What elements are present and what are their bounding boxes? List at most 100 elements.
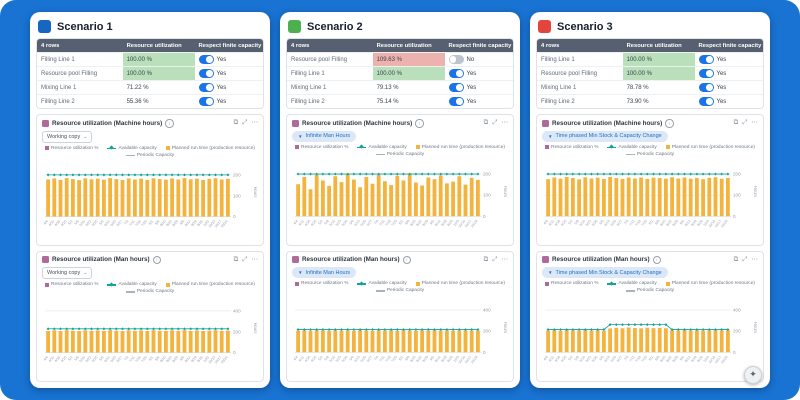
available-capacity-swatch [107, 284, 117, 286]
scenario-filter[interactable]: ▼ Working copy ⌄ [42, 267, 93, 279]
finite-capacity-toggle[interactable] [198, 55, 214, 64]
svg-text:100: 100 [483, 192, 491, 197]
help-widget-button[interactable]: ✦ [744, 366, 762, 384]
table-row[interactable]: Mixing Line 1 71.22 % Yes [37, 80, 263, 94]
svg-text:5/9: 5/9 [324, 219, 330, 225]
finite-capacity-toggle[interactable] [698, 69, 714, 78]
resource-name: Filling Line 1 [291, 70, 325, 77]
table-row[interactable]: Mixing Line 1 79.13 % Yes [287, 80, 513, 94]
table-row[interactable]: Filling Line 1 100.00 % Yes [537, 52, 763, 66]
more-icon[interactable]: ⋯ [751, 119, 759, 126]
expand-icon[interactable]: ⤢ [242, 255, 248, 263]
svg-text:400: 400 [733, 308, 741, 313]
expand-icon[interactable]: ⤢ [492, 119, 498, 126]
svg-text:8/15: 8/15 [159, 219, 167, 227]
svg-text:7/25: 7/25 [141, 355, 149, 363]
table-row[interactable]: Resource pool Filling 100.00 % Yes [537, 66, 763, 80]
svg-text:9/19: 9/19 [440, 355, 448, 363]
table-row[interactable]: Filling Line 1 100.00 % Yes [37, 52, 263, 66]
info-icon[interactable]: i [152, 255, 162, 264]
svg-text:8/1: 8/1 [398, 355, 404, 361]
legend-periodic: Periodic Capacity [636, 288, 675, 294]
finite-capacity-toggle[interactable] [448, 69, 464, 78]
more-icon[interactable]: ⋯ [251, 119, 259, 126]
column-header-finite-capacity: Respect finite capacity [198, 42, 262, 49]
scenario-filter[interactable]: ▼ Working copy ⌄ [42, 130, 93, 143]
copy-icon[interactable]: ⧉ [233, 255, 239, 263]
planned-run-swatch [665, 145, 670, 150]
svg-text:100: 100 [733, 192, 741, 197]
svg-text:400: 400 [483, 308, 491, 313]
legend-periodic: Periodic Capacity [636, 151, 675, 157]
finite-capacity-toggle[interactable] [198, 83, 214, 92]
svg-text:4/18: 4/18 [554, 219, 562, 227]
copy-icon[interactable]: ⧉ [733, 255, 739, 263]
copy-icon[interactable]: ⧉ [233, 119, 239, 126]
svg-text:5/2: 5/2 [317, 219, 323, 225]
svg-text:4/11: 4/11 [548, 219, 555, 226]
svg-text:5/30: 5/30 [591, 219, 599, 227]
legend-periodic: Periodic Capacity [136, 152, 175, 158]
svg-text:8/22: 8/22 [415, 219, 423, 227]
finite-capacity-toggle[interactable] [198, 97, 214, 106]
info-icon[interactable]: i [665, 119, 674, 128]
column-header-finite-capacity: Respect finite capacity [698, 42, 762, 49]
svg-text:Hours: Hours [753, 185, 758, 196]
table-row[interactable]: Filling Line 1 100.00 % Yes [287, 66, 513, 80]
chevron-down-icon: ⌄ [83, 270, 88, 276]
resource-name: Mixing Line 1 [41, 84, 77, 91]
finite-capacity-toggle[interactable] [698, 83, 714, 92]
info-icon[interactable]: i [402, 255, 412, 264]
scenario-color-icon [538, 20, 551, 33]
scenario-filter[interactable]: ▼ Infinite Man Hours ⌄ [292, 130, 357, 142]
info-icon[interactable]: i [165, 119, 174, 128]
more-icon[interactable]: ⋯ [501, 255, 509, 263]
copy-icon[interactable]: ⧉ [483, 255, 489, 263]
utilization-bar-chart: 400 200 0 4/44/114/184/25 5/2 5/95/165/235/30… [543, 308, 758, 365]
finite-capacity-toggle[interactable] [448, 97, 464, 106]
finite-capacity-toggle[interactable] [698, 55, 714, 64]
finite-capacity-toggle[interactable] [448, 55, 464, 64]
svg-text:4/25: 4/25 [560, 219, 568, 227]
info-icon[interactable]: i [652, 255, 662, 264]
table-row[interactable]: Mixing Line 1 78.78 % Yes [537, 80, 763, 94]
utilization-bar-chart: 400 200 0 4/44/114/184/25 5/2 5/95/165/235/30… [43, 309, 258, 365]
svg-text:6/20: 6/20 [110, 219, 118, 227]
expand-icon[interactable]: ⤢ [742, 255, 748, 263]
more-icon[interactable]: ⋯ [251, 255, 259, 263]
copy-icon[interactable]: ⧉ [483, 119, 489, 126]
svg-text:8/22: 8/22 [165, 219, 173, 227]
scenario-filter-label: Time phased Min Stock & Capacity Change [555, 133, 662, 139]
chart-area: 400 200 0 4/4 4/11 4/18 4/25 5/2 5/9 5/16 5/23 5/30… [42, 298, 258, 377]
svg-text:200: 200 [483, 171, 491, 176]
more-icon[interactable]: ⋯ [501, 119, 509, 126]
info-icon[interactable]: i [415, 119, 424, 128]
finite-capacity-toggle[interactable] [698, 97, 714, 106]
table-row[interactable]: Resource pool Filling 109.63 % No [287, 52, 513, 66]
expand-icon[interactable]: ⤢ [242, 119, 248, 126]
more-icon[interactable]: ⋯ [751, 255, 759, 263]
table-row[interactable]: Filling Line 2 73.90 % Yes [537, 94, 763, 108]
column-header-utilization: Resource utilization [126, 42, 182, 49]
svg-text:8/8: 8/8 [404, 219, 410, 225]
table-row[interactable]: Filling Line 2 75.14 % Yes [287, 94, 513, 108]
chart-area: 400 200 0 4/4 4/11 4/18 4/25 5/2 5/9 5/16 5/23 5/30… [542, 297, 758, 377]
svg-text:8/1: 8/1 [148, 219, 154, 225]
planned-run-swatch [415, 281, 420, 286]
scenario-filter[interactable]: ▼ Infinite Man Hours ⌄ [292, 267, 357, 278]
chart-title: Resource utilization (Machine hours) [552, 119, 663, 127]
svg-text:5/16: 5/16 [579, 219, 587, 227]
scenario-filter[interactable]: ▼ Time phased Min Stock & Capacity Chang… [542, 267, 668, 278]
copy-icon[interactable]: ⧉ [733, 119, 739, 126]
svg-text:7/11: 7/11 [378, 355, 385, 362]
legend-utilization: Resource utilization % [51, 282, 99, 287]
scenario-filter[interactable]: ▼ Time phased Min Stock & Capacity Chang… [542, 130, 668, 142]
finite-capacity-toggle[interactable] [198, 69, 214, 78]
svg-text:8/29: 8/29 [172, 355, 180, 363]
expand-icon[interactable]: ⤢ [492, 255, 498, 263]
table-row[interactable]: Filling Line 2 55.36 % Yes [37, 94, 263, 108]
expand-icon[interactable]: ⤢ [742, 119, 748, 126]
table-row[interactable]: Resource pool Filling 100.00 % Yes [37, 66, 263, 80]
table-header-row: 4 rows Resource utilization Respect fini… [287, 39, 513, 52]
finite-capacity-toggle[interactable] [448, 83, 464, 92]
